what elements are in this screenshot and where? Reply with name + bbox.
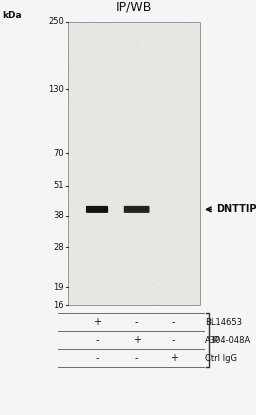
Text: 250: 250	[48, 17, 64, 27]
Text: Ctrl IgG: Ctrl IgG	[205, 354, 237, 362]
Text: BL14653: BL14653	[205, 317, 242, 327]
Text: -: -	[172, 335, 175, 345]
Text: DNTTIP1: DNTTIP1	[216, 205, 256, 215]
Text: IP: IP	[211, 335, 219, 344]
Text: IP/WB: IP/WB	[116, 1, 152, 14]
Text: +: +	[93, 317, 101, 327]
FancyBboxPatch shape	[124, 206, 150, 213]
Text: 130: 130	[48, 85, 64, 94]
Text: A304-048A: A304-048A	[205, 335, 251, 344]
Text: -: -	[95, 335, 99, 345]
Text: -: -	[172, 317, 175, 327]
Text: kDa: kDa	[2, 11, 22, 20]
Text: 51: 51	[54, 181, 64, 190]
Text: +: +	[133, 335, 141, 345]
Text: -: -	[95, 353, 99, 363]
Bar	[68, 22, 200, 305]
Text: +: +	[170, 353, 178, 363]
Text: 16: 16	[53, 300, 64, 310]
Text: 19: 19	[54, 283, 64, 292]
Text: 38: 38	[53, 212, 64, 220]
Text: 70: 70	[53, 149, 64, 158]
FancyBboxPatch shape	[86, 206, 108, 213]
Text: -: -	[135, 317, 138, 327]
Text: -: -	[135, 353, 138, 363]
Text: 28: 28	[53, 243, 64, 252]
